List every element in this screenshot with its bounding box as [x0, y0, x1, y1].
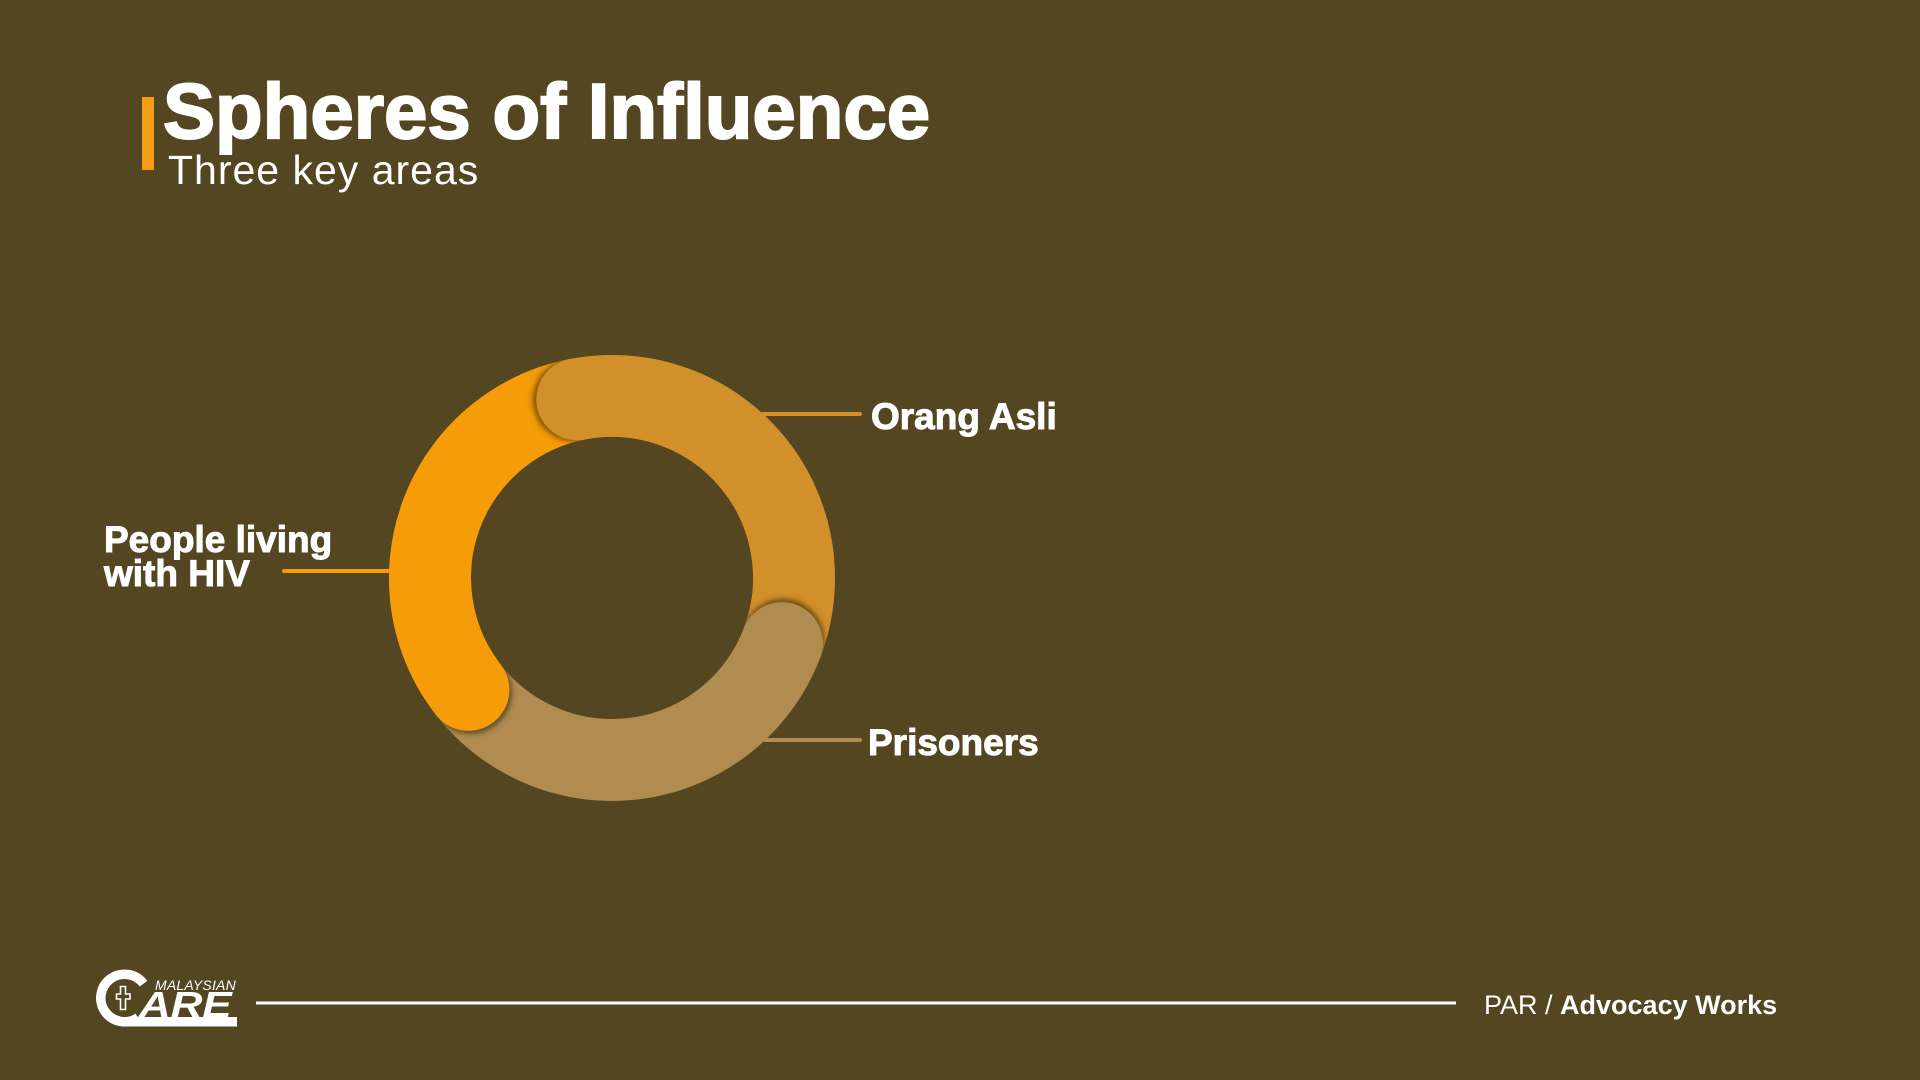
svg-text:ARE: ARE — [138, 985, 233, 1025]
svg-text:MALAYSIAN: MALAYSIAN — [155, 977, 237, 993]
